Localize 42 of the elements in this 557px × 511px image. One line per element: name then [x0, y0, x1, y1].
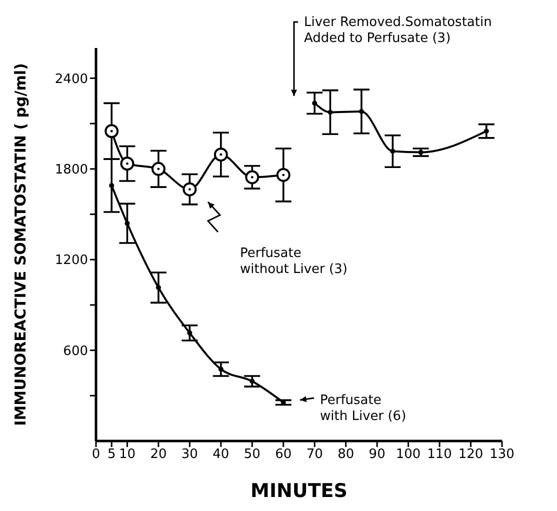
y-tick-label: 1200	[54, 253, 88, 268]
point	[358, 108, 364, 114]
x-tick-label: 0	[92, 447, 100, 462]
y-tick-label: 600	[63, 344, 88, 359]
x-tick-label: 60	[275, 447, 292, 462]
x-tick-label: 110	[427, 447, 452, 462]
x-tick-label: 5	[107, 447, 116, 462]
x-tick-label: 120	[458, 447, 484, 462]
y-tick-label: 1800	[54, 162, 88, 178]
point	[187, 330, 192, 336]
x-tick-label: 130	[490, 447, 514, 462]
point	[214, 148, 228, 162]
y-tick-label: 2400	[54, 72, 88, 87]
point	[151, 162, 166, 176]
point	[120, 156, 134, 171]
annotation: Perfusate with Liver (6)	[320, 393, 406, 424]
point	[390, 148, 396, 154]
point	[218, 366, 224, 372]
point	[276, 168, 290, 182]
point	[312, 100, 318, 106]
text: Liver Removed.Somatostatin Added to Perfusate (3)	[304, 15, 492, 46]
y-axis-title: IMMUNOREACTIVE SOMATOSTATIN ( pg/ml)	[11, 63, 30, 426]
point	[109, 183, 114, 188]
point	[245, 170, 260, 184]
x-axis-title: MINUTES	[250, 480, 348, 502]
x-tick-label: 30	[181, 447, 198, 462]
annotation: Perfusate without Liver (3)	[240, 246, 348, 277]
x-tick-label: 50	[244, 447, 260, 462]
x-tick-label: 70	[306, 447, 323, 462]
point	[328, 110, 333, 115]
point	[250, 378, 255, 384]
point	[124, 220, 130, 226]
x-tick-label: 20	[150, 447, 167, 462]
point	[156, 285, 161, 290]
point	[484, 128, 489, 134]
point	[104, 124, 119, 138]
x-tick-label: 40	[212, 447, 230, 462]
x-tick-label: 10	[118, 447, 136, 462]
x-tick-label: 100	[396, 447, 421, 462]
x-tick-label: 90	[368, 447, 386, 462]
x-tick-label: 80	[338, 447, 354, 462]
point	[182, 182, 197, 196]
